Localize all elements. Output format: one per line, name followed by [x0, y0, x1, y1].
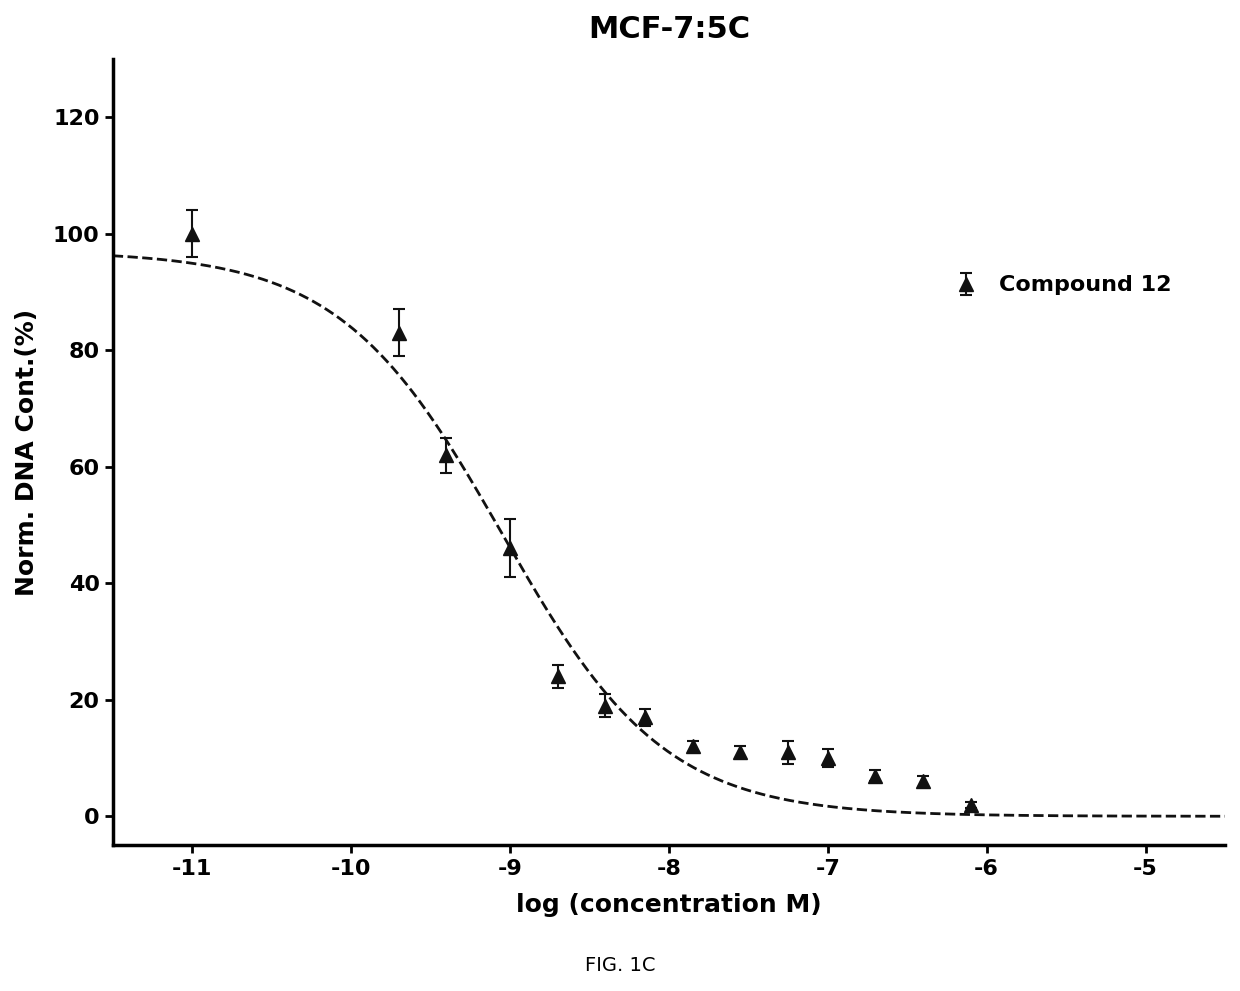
X-axis label: log (concentration M): log (concentration M) — [516, 893, 822, 917]
Legend: Compound 12: Compound 12 — [935, 267, 1180, 304]
Title: MCF-7:5C: MCF-7:5C — [588, 15, 750, 44]
Text: FIG. 1C: FIG. 1C — [585, 956, 655, 975]
Y-axis label: Norm. DNA Cont.(%): Norm. DNA Cont.(%) — [15, 308, 38, 596]
